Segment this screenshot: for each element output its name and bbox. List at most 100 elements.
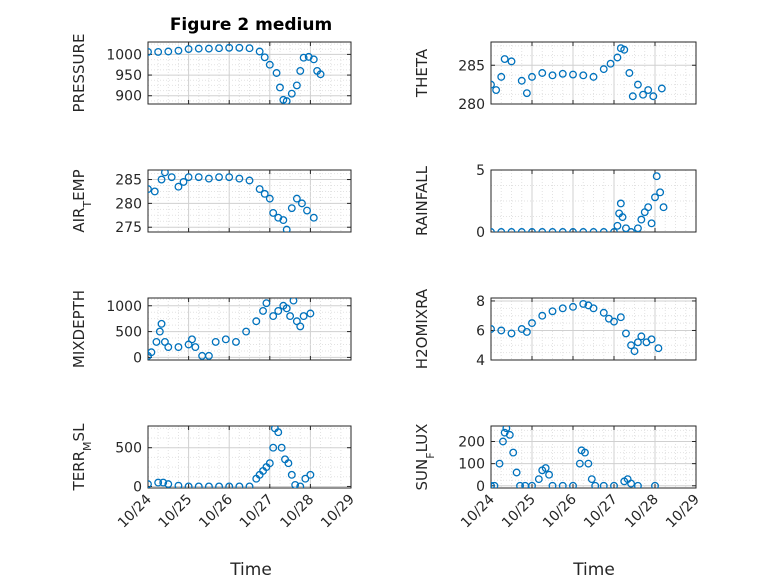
data-point [299,53,308,62]
data-point [569,70,577,79]
x-tick-label: 10/26 [196,491,236,531]
axes-box [490,169,697,233]
figure-title: Figure 2 medium [170,15,332,35]
data-point [545,470,554,479]
data-point [534,475,543,484]
y-tick-label: 6 [476,323,485,339]
y-tick-label: 8 [476,294,485,310]
data-point [616,199,625,208]
y-axis-label: MIXDEPTH [70,290,88,368]
data-point [292,81,301,90]
data-series [491,172,668,232]
axes-box [490,297,697,361]
subplot-7: 0 500 10/24 10/25 10/26 10/27 10/28 10/29 TERRMS… [70,423,358,531]
data-series [148,170,318,232]
data-point [204,44,213,53]
y-tick-label: 275 [115,220,142,236]
data-point [516,481,524,488]
data-point [575,459,584,468]
data-point [517,228,526,232]
data-point [260,189,269,198]
data-point [292,194,301,203]
data-point [284,459,293,468]
data-point [235,43,244,52]
data-point [587,475,596,484]
subplot-1: 900 950 1000 PRESSURE [70,34,352,112]
data-point [610,228,618,232]
data-point [651,193,659,202]
data-point [159,478,168,487]
data-point [656,188,665,197]
data-series [491,426,659,488]
data-point [152,337,161,346]
data-point [622,329,630,338]
data-point [491,80,495,89]
data-point [647,335,656,344]
y-axis-label: AIRTEMP [70,169,94,232]
data-point [507,228,516,232]
data-point [599,65,608,74]
data-point [622,224,630,232]
data-point [287,89,296,98]
data-point [194,482,203,488]
data-point [188,335,196,344]
data-point [174,46,183,55]
data-point [644,86,653,94]
data-series [491,44,666,101]
data-point [644,203,653,212]
y-tick-label: 285 [458,58,485,74]
data-point [291,480,300,488]
data-point [558,228,567,232]
data-point [500,55,509,63]
x-tick-label: 10/24 [458,491,498,531]
x-tick-label: 10/26 [540,491,580,531]
data-point [491,481,499,488]
data-point [309,213,318,222]
data-point [272,69,281,77]
data-point [245,176,254,185]
data-point [538,228,547,232]
data-point [157,175,166,184]
axes-box [490,41,697,105]
data-point [589,304,598,313]
data-point [584,459,593,468]
data-point [512,468,521,477]
data-point [296,322,305,331]
data-point [194,44,203,53]
data-point [627,479,636,488]
data-point [150,187,159,196]
subplot-8: 0 100 200 10/24 10/25 10/26 10/27 10/28 10/29 SUN… [413,424,703,532]
data-point [507,329,516,338]
data-point [558,69,567,78]
y-tick-label: 100 [458,457,485,473]
data-point [282,225,291,232]
data-point [259,306,267,315]
data-point [296,482,305,488]
y-tick-label: 1000 [106,47,142,63]
data-point [491,228,495,232]
axes-box [147,169,352,233]
data-point [179,177,188,186]
data-point [538,311,547,320]
data-point [499,437,507,446]
y-tick-label: 900 [115,89,142,105]
data-point [509,448,518,457]
data-point [541,464,550,473]
data-point [579,71,588,80]
data-point [610,481,618,488]
data-point [155,327,164,336]
axes-box [147,297,352,361]
data-point [528,228,536,232]
data-point [242,327,251,336]
data-point [610,317,618,326]
data-point [517,76,526,85]
x-tick-label: 10/28 [622,492,662,532]
data-point [174,182,183,191]
data-point [274,306,283,315]
data-point [269,208,278,217]
data-point [599,481,608,488]
data-point [269,443,278,452]
data-point [194,173,203,182]
data-point [579,299,588,308]
data-point [211,337,220,346]
